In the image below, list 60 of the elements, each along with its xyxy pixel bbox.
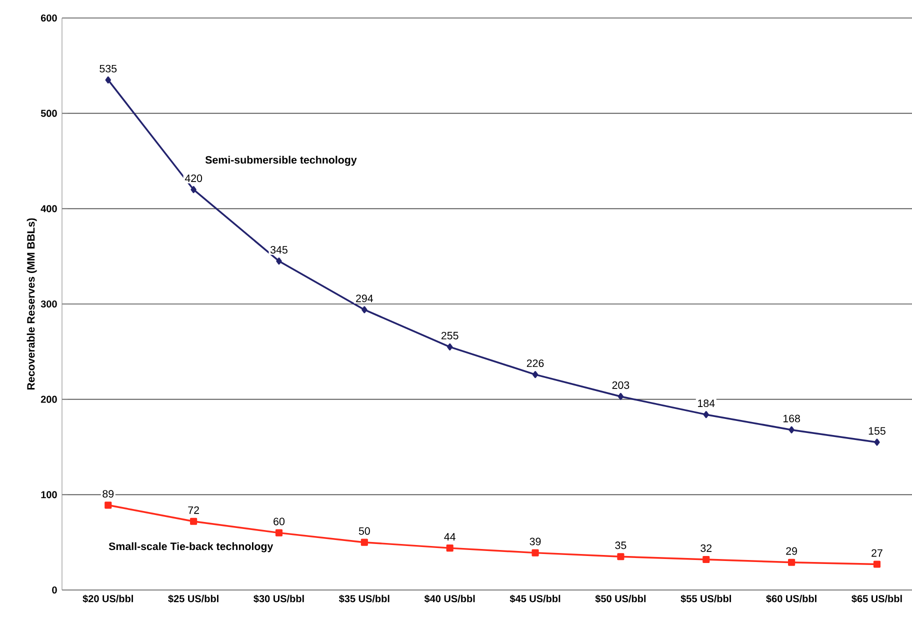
- y-tick-label: 500: [40, 110, 57, 117]
- y-tick-label: 200: [40, 396, 57, 403]
- data-label: 50: [358, 527, 370, 535]
- data-label: 39: [530, 538, 541, 546]
- point: [617, 553, 624, 560]
- point: [702, 556, 710, 564]
- x-tick-label: $45 US/bbl: [510, 594, 560, 603]
- data-label: 29: [786, 547, 797, 555]
- x-tick-label: $50 US/bbl: [595, 594, 646, 603]
- x-tick-label: $65 US/bbl: [852, 594, 902, 603]
- x-tick-label: $25 US/bbl: [168, 594, 218, 603]
- point: [360, 538, 368, 546]
- point: [362, 306, 368, 314]
- data-label: 226: [526, 359, 544, 368]
- x-tick-label: $40 US/bbl: [424, 594, 475, 603]
- data-label: 184: [698, 400, 715, 408]
- data-label: 345: [270, 246, 288, 254]
- point: [618, 392, 624, 400]
- point: [874, 438, 880, 446]
- data-label: 60: [274, 518, 285, 526]
- point: [275, 529, 283, 536]
- point: [190, 186, 196, 194]
- y-tick-label: 600: [40, 14, 57, 22]
- point: [105, 76, 112, 84]
- point: [532, 371, 538, 378]
- data-label: 535: [100, 64, 117, 72]
- data-label: 294: [356, 294, 374, 302]
- data-label: 32: [700, 544, 712, 552]
- x-tick-label: $35 US/bbl: [338, 594, 390, 603]
- point: [446, 343, 453, 350]
- point: [446, 544, 454, 552]
- series-label: Small-scale Tie-back technology: [108, 542, 274, 552]
- x-tick-label: $20 US/bbl: [82, 594, 133, 603]
- x-tick-label: $60 US/bbl: [766, 594, 816, 603]
- y-tick-label: 100: [41, 491, 57, 498]
- y-axis-title: Recoverable Reserves (MM BBLs): [26, 218, 37, 390]
- y-tick-label: 400: [40, 205, 57, 212]
- point: [276, 258, 282, 265]
- data-label: 27: [872, 549, 882, 557]
- data-label: 35: [615, 542, 626, 550]
- x-tick-label: $55 US/bbl: [680, 594, 731, 603]
- data-label: 420: [184, 174, 202, 182]
- data-label: 155: [868, 427, 886, 435]
- point: [788, 558, 796, 566]
- y-tick-label: 0: [52, 586, 57, 594]
- point: [788, 426, 794, 434]
- data-label: 89: [102, 490, 114, 498]
- x-tick-label: $30 US/bbl: [254, 594, 304, 603]
- text: Semi-submersible technology: [205, 156, 357, 166]
- data-label: 255: [441, 332, 458, 340]
- data-label: 203: [612, 381, 630, 389]
- data-label: 168: [783, 414, 800, 422]
- point: [532, 549, 539, 556]
- point: [703, 411, 709, 418]
- point: [190, 518, 198, 525]
- point: [104, 502, 112, 509]
- data-label: 44: [444, 533, 456, 541]
- y-tick-label: 300: [40, 300, 57, 308]
- data-label: 72: [188, 506, 199, 514]
- point: [873, 560, 881, 568]
